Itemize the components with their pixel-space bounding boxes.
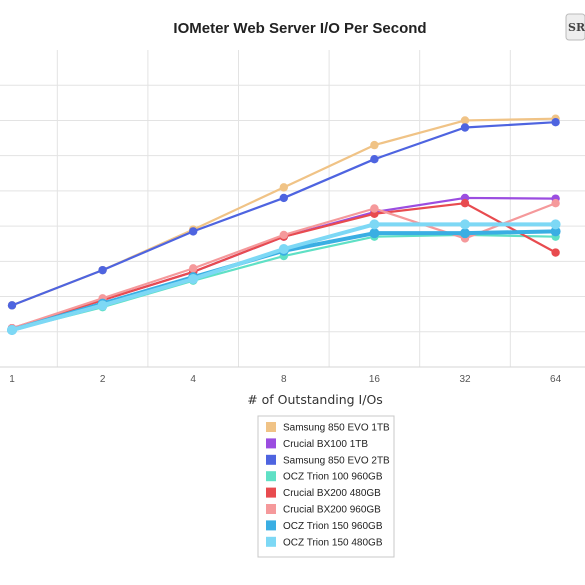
data-point (370, 204, 379, 213)
series-group (7, 199, 560, 333)
legend-swatch (266, 520, 276, 531)
data-point (370, 154, 379, 164)
legend-swatch (266, 422, 276, 432)
data-point (279, 230, 288, 240)
data-point (188, 273, 199, 284)
series-line (11, 117, 556, 307)
data-point (460, 123, 470, 132)
x-axis-ticks: 1 2 4 8 16 32 64 (9, 374, 561, 385)
legend-swatch (266, 454, 276, 465)
data-point (279, 183, 288, 192)
data-point (551, 199, 560, 208)
data-point (460, 116, 470, 125)
legend-swatch (266, 504, 276, 514)
series-group (7, 193, 560, 333)
x-tick-label: 4 (190, 374, 196, 385)
data-point (550, 219, 561, 230)
series-lines (7, 114, 561, 336)
legend-swatch (266, 487, 276, 498)
site-logo: SR (565, 13, 585, 41)
x-tick-label: 8 (281, 374, 287, 385)
x-axis-label: # of Outstanding I/Os (247, 392, 383, 407)
chart-title: IOMeter Web Server I/O Per Second (173, 20, 426, 37)
data-point (279, 193, 288, 203)
logo-text: SR (568, 21, 585, 34)
series-group (7, 226, 561, 336)
legend-label: Samsung 850 EVO 2TB (283, 455, 390, 466)
data-point (7, 301, 17, 310)
data-point (370, 140, 379, 150)
legend-label: Crucial BX100 1TB (283, 439, 368, 450)
data-point (551, 118, 560, 127)
legend-label: OCZ Trion 150 480GB (283, 537, 383, 548)
data-point (189, 264, 198, 273)
data-point (98, 265, 107, 275)
data-point (460, 228, 470, 239)
x-tick-label: 1 (9, 374, 15, 385)
x-tick-label: 16 (369, 374, 381, 385)
x-tick-label: 2 (100, 374, 106, 385)
legend-label: Crucial BX200 960GB (283, 505, 381, 516)
legend-swatch (266, 438, 276, 449)
legend-label: Samsung 850 EVO 1TB (283, 423, 390, 434)
legend-label: OCZ Trion 100 960GB (283, 472, 383, 483)
series-group (7, 114, 560, 310)
data-point (7, 325, 17, 336)
legend-label: Crucial BX200 480GB (283, 488, 381, 499)
legend-label: OCZ Trion 150 960GB (283, 521, 383, 532)
series-line (11, 121, 556, 307)
series-group (7, 118, 560, 310)
legend-swatch (266, 471, 276, 482)
data-point (189, 227, 198, 236)
data-point (97, 300, 108, 311)
grid (0, 50, 585, 368)
legend-swatch (266, 536, 276, 547)
data-point (369, 228, 380, 239)
series-group (7, 219, 561, 336)
data-point (460, 199, 470, 208)
x-tick-label: 32 (459, 374, 471, 385)
data-point (550, 226, 561, 237)
data-point (369, 219, 380, 230)
data-point (551, 248, 560, 257)
legend-box (257, 415, 395, 558)
legend: Samsung 850 EVO 1TB Crucial BX100 1TB Sams… (257, 415, 395, 558)
data-point (460, 219, 470, 230)
x-tick-label: 64 (550, 374, 562, 385)
data-point (278, 244, 289, 255)
series-group (7, 199, 560, 333)
